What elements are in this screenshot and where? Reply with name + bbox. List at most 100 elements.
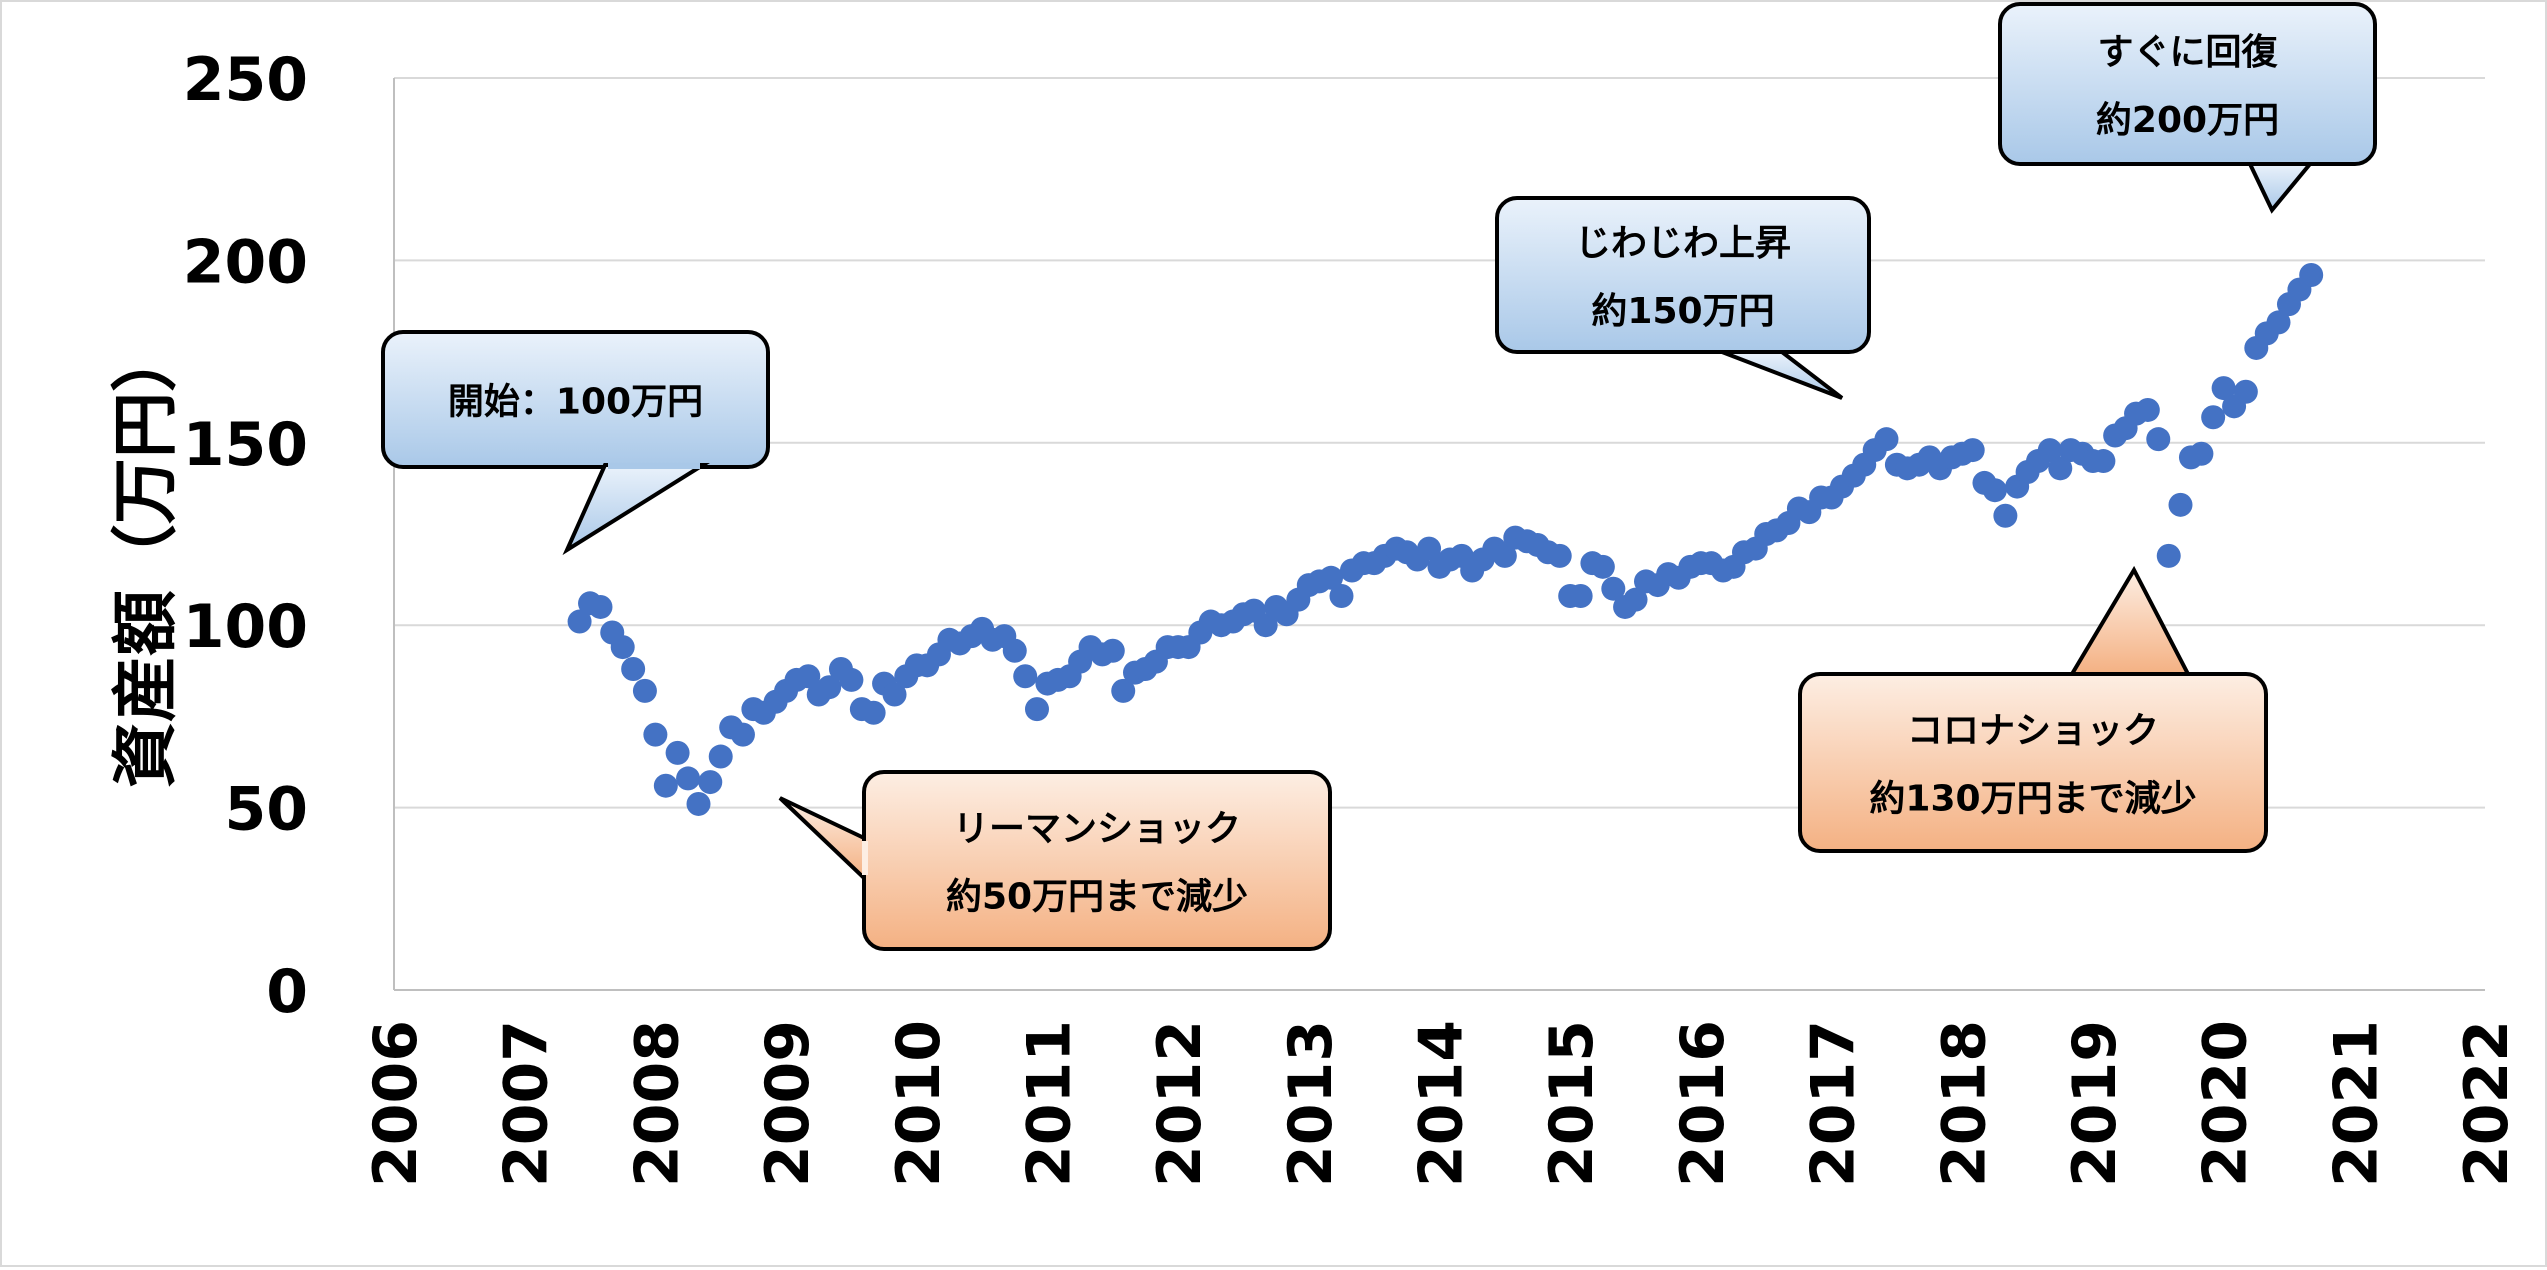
data-point [643,722,668,747]
x-tick-label: 2022 [2452,1020,2522,1187]
x-tick-label: 2019 [2060,1020,2130,1187]
x-tick-label: 2018 [1929,1020,1999,1187]
data-point [2091,449,2116,474]
data-point [1993,503,2018,528]
callout-pointer [562,463,710,556]
data-point [1982,478,2007,503]
callout-box [381,330,770,469]
data-point [730,722,755,747]
data-point [1100,638,1125,663]
data-point [839,667,864,692]
callout-text: コロナショック [1907,711,2159,752]
data-point [1601,576,1626,601]
data-point [1111,678,1136,703]
callout-text: すぐに回復 [2097,32,2278,73]
data-point [1329,584,1354,609]
callout-text: 開始：100万円 [448,382,703,423]
data-point [698,770,723,795]
data-point [2299,262,2324,287]
y-tick-label: 150 [183,410,308,480]
callout-text: 約200万円 [2096,100,2279,141]
data-point [1024,697,1049,722]
data-point [588,594,613,619]
y-tick-label: 50 [225,775,309,845]
data-point [708,744,733,769]
data-point [1492,543,1517,568]
x-tick-labels: 2006 2007 2008 2009 2010 2011 2012 2013 2014 2015… [361,1020,2522,1187]
x-tick-label: 2020 [2191,1020,2261,1187]
data-point [861,700,886,725]
data-point [2211,376,2236,401]
data-point [2156,543,2181,568]
callout-box [1495,196,1871,354]
data-point [686,791,711,816]
data-point [2048,456,2073,481]
y-tick-label: 100 [183,592,308,662]
callout-text: リーマンショック [953,809,1241,850]
data-point [882,682,907,707]
axes [393,78,2485,991]
data-point [2135,397,2160,422]
x-tick-label: 2010 [884,1020,954,1187]
data-point [1960,438,1985,463]
data-point [676,766,701,791]
data-point [1002,638,1027,663]
callout-pointer [2246,162,2315,214]
data-points [567,262,2324,816]
data-point [2233,379,2258,404]
callout-text: 約150万円 [1591,291,1774,332]
callout-box [1998,2,2377,166]
data-point [2168,492,2193,517]
callout-box [1798,672,2268,853]
y-tick-label: 0 [266,957,308,1027]
data-point [817,675,842,700]
data-point [653,773,678,798]
callout-text: じわじわ上昇 [1575,223,1791,264]
data-point [2201,405,2226,430]
y-tick-labels: 0 50 100 150 200 250 [183,45,308,1027]
data-point [567,609,592,634]
data-point [2146,427,2171,452]
data-point [621,656,646,681]
data-point [2266,310,2291,335]
data-point [610,635,635,660]
callout-pointer [2068,565,2192,676]
callout-text: 約50万円まで減少 [946,877,1248,918]
x-tick-label: 2017 [1799,1020,1869,1187]
callout-text: 約130万円まで減少 [1869,779,2196,820]
x-tick-label: 2009 [753,1020,823,1187]
y-tick-label: 250 [183,45,308,115]
callout-1: 開始：100万円 [381,330,770,556]
x-tick-label: 2016 [1668,1020,1738,1187]
x-tick-label: 2007 [492,1020,562,1187]
data-point [1319,565,1344,590]
x-tick-label: 2021 [2321,1020,2391,1187]
y-axis-label: 資産額（万円） [107,326,184,788]
data-point [1874,427,1899,452]
x-tick-label: 2011 [1014,1020,1084,1187]
callout-pointer [1721,350,1844,400]
data-point [2189,441,2214,466]
data-point [1253,613,1278,638]
y-tick-label: 200 [183,227,308,297]
data-point [665,740,690,765]
x-tick-label: 2012 [1145,1020,1215,1187]
x-tick-label: 2006 [361,1020,431,1187]
x-tick-label: 2014 [1407,1020,1477,1187]
x-tick-label: 2015 [1537,1020,1607,1187]
x-tick-label: 2013 [1276,1020,1346,1187]
x-tick-label: 2008 [622,1020,692,1187]
callout-pointer [778,796,866,883]
data-point [796,664,821,689]
data-point [632,678,657,703]
data-point [1590,554,1615,579]
data-point [1623,587,1648,612]
data-point [1568,584,1593,609]
